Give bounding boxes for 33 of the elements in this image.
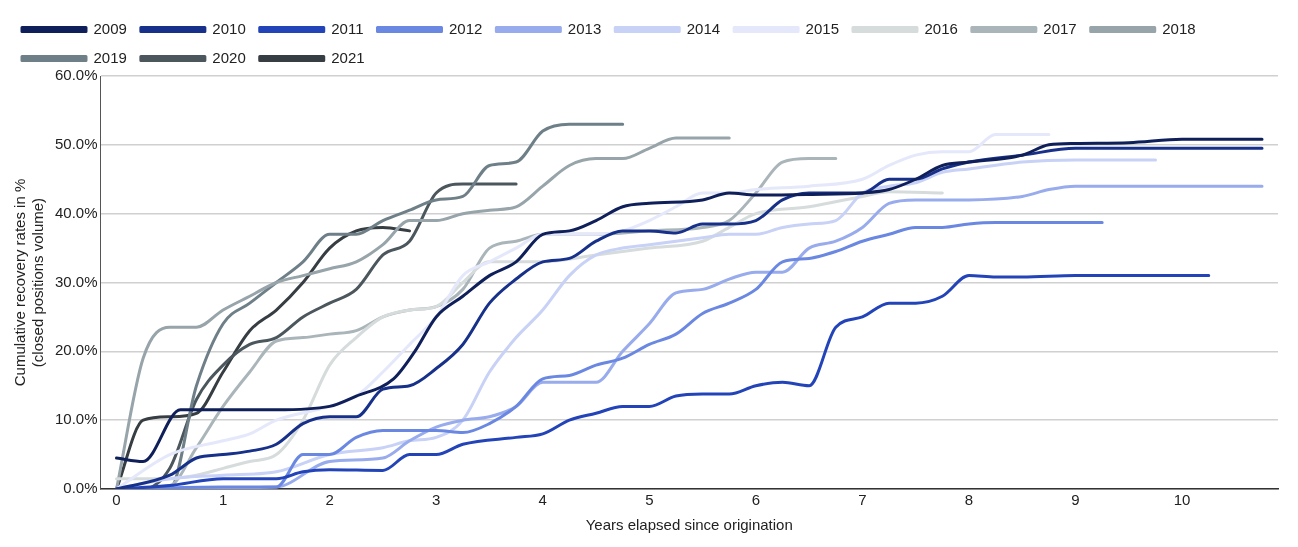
x-tick-label: 9 [1071,491,1080,509]
y-axis-title: Cumulative recovery rates in % (closed positions volume) [11,178,47,387]
legend-label: 2016 [924,19,958,37]
y-tick-label: 10.0% [54,410,98,428]
legend-label: 2014 [686,19,721,37]
legend-label: 2018 [1162,19,1196,37]
legend-label: 2011 [331,19,364,37]
x-tick-label: 7 [858,491,867,509]
legend-label: 2009 [93,19,127,37]
legend-label: 2013 [567,19,602,37]
x-tick-label: 2 [325,491,334,509]
y-tick-label: 0.0% [63,479,98,497]
y-tick-label: 40.0% [54,203,98,221]
x-tick-label: 5 [645,491,654,509]
x-tick-label: 10 [1173,491,1191,509]
legend-label: 2015 [805,19,839,37]
y-tick-label: 60.0% [54,66,98,84]
y-tick-label: 50.0% [54,134,98,152]
y-tick-label: 20.0% [54,341,98,359]
legend-label: 2010 [212,19,246,37]
legend-label: 2019 [93,48,127,66]
x-axis-title: Years elapsed since origination [585,516,793,534]
x-tick-label: 6 [751,491,761,509]
x-tick-label: 1 [218,491,228,509]
legend-label: 2012 [448,19,483,37]
x-tick-label: 4 [538,491,547,509]
x-tick-label: 8 [964,491,974,509]
x-tick-label: 3 [432,491,441,509]
legend-label: 2017 [1043,19,1077,37]
x-tick-label: 0 [112,491,121,509]
y-tick-label: 30.0% [54,272,98,290]
legend-label: 2021 [331,48,365,66]
legend-label: 2020 [212,48,246,66]
